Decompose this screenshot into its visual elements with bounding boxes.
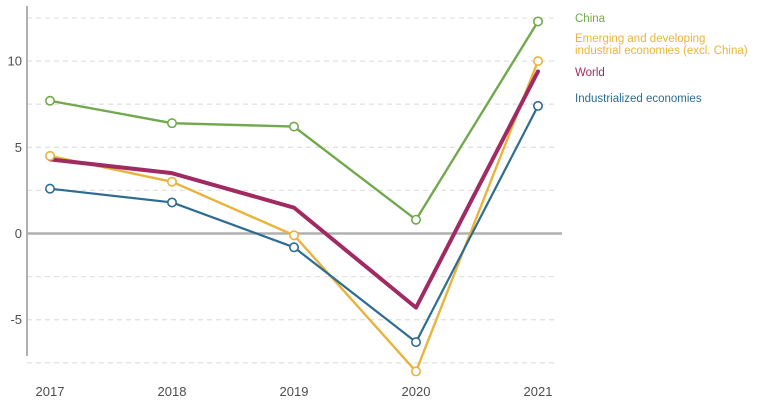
y-tick-label: 10: [8, 54, 22, 69]
x-tick-label: 2020: [402, 384, 431, 399]
series-line-world: [48, 69, 540, 310]
legend-label-world: World: [575, 66, 605, 79]
marker-emerging-excl-china-2021: [532, 56, 543, 67]
legend-label-industrialized: Industrialized economies: [575, 93, 702, 105]
y-tick-label: 0: [15, 226, 22, 241]
legend-item-emerging-excl-china: Emerging and developing industrial econo…: [575, 33, 748, 58]
y-tick-label: 5: [15, 140, 22, 155]
legend-item-world: World: [575, 67, 748, 80]
marker-emerging-excl-china-2020: [410, 366, 421, 377]
x-tick-label: 2017: [36, 384, 65, 399]
legend-label-emerging-line2: industrial economies (excl. China): [575, 45, 748, 57]
legend-item-china: China: [575, 13, 748, 26]
marker-industrialized-2018: [167, 197, 178, 208]
x-tick-label: 2018: [158, 384, 187, 399]
marker-china-2020: [410, 214, 421, 225]
x-tick-label: 2021: [524, 384, 553, 399]
marker-china-2019: [288, 121, 299, 132]
marker-china-2017: [44, 95, 55, 106]
legend-label-china: China: [575, 13, 606, 25]
marker-china-2021: [532, 16, 543, 27]
chart-legend: China Emerging and developing industrial…: [575, 13, 748, 106]
marker-industrialized-2021: [532, 100, 543, 111]
marker-industrialized-2019: [288, 242, 299, 253]
x-tick-label: 2019: [280, 384, 309, 399]
marker-industrialized-2017: [44, 183, 55, 194]
legend-label-emerging-line1: Emerging and developing: [575, 32, 706, 45]
series-line-china: [48, 20, 540, 221]
marker-china-2018: [167, 118, 178, 129]
marker-industrialized-2020: [410, 337, 421, 348]
marker-emerging-excl-china-2019: [288, 230, 299, 241]
marker-emerging-excl-china-2018: [167, 176, 178, 187]
marker-emerging-excl-china-2017: [44, 150, 55, 161]
legend-item-industrialized: Industrialized economies: [575, 93, 748, 106]
y-tick-label: -5: [10, 312, 22, 327]
